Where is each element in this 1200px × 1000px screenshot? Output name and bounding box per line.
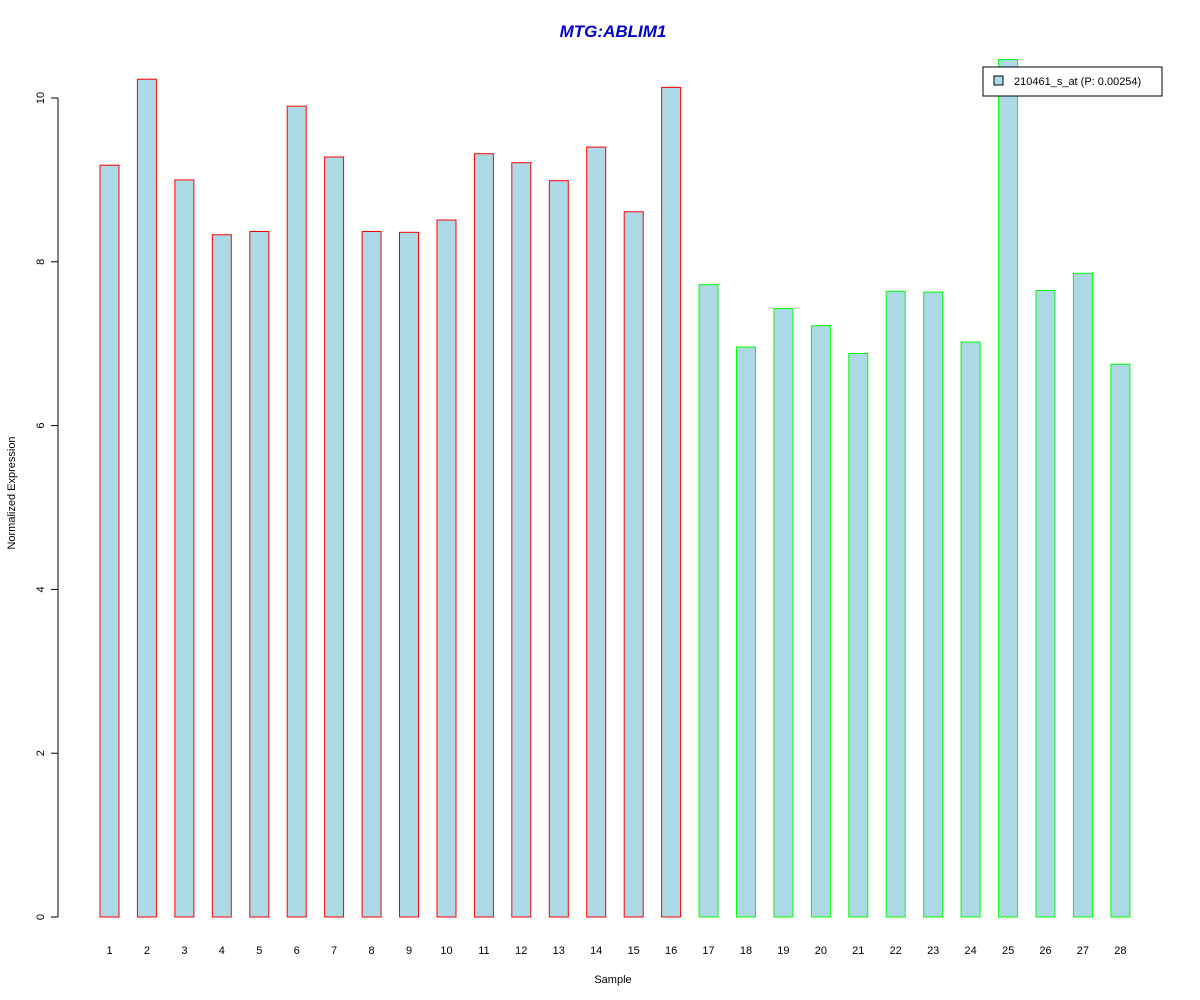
y-tick-label: 8: [35, 259, 47, 265]
bar-sample-12: [511, 162, 532, 918]
bar-sample-9: [399, 231, 419, 918]
x-tick-label: 6: [294, 945, 300, 957]
x-tick-label: 15: [628, 945, 640, 957]
bar-sample-16: [661, 86, 682, 918]
legend-swatch: [993, 75, 1004, 86]
bar-sample-28: [1110, 363, 1131, 918]
y-tick-label: 2: [35, 750, 47, 756]
x-tick-labels: 1 2 3 4 5 6 7 8 9 10 11 12 13 14 15 16 17 18 19 20 21 22 23 24 2…: [106, 945, 1126, 957]
x-tick-label: 23: [927, 945, 939, 957]
x-tick-label: 9: [406, 945, 412, 957]
legend-label: 210461_s_at (P: 0.00254): [1014, 76, 1141, 88]
y-axis: 0 2 4 6 8 10: [35, 92, 59, 920]
bar-sample-5: [249, 231, 270, 918]
x-tick-label: 7: [331, 945, 337, 957]
x-tick-label: 27: [1077, 945, 1089, 957]
x-tick-label: 28: [1114, 945, 1126, 957]
y-tick-label: 10: [35, 92, 47, 104]
bar-sample-11: [473, 153, 494, 918]
x-tick-label: 25: [1002, 945, 1014, 957]
y-axis-label: Normalized Expression: [6, 436, 18, 549]
x-tick-label: 13: [553, 945, 565, 957]
x-tick-label: 5: [256, 945, 262, 957]
bar-sample-20: [810, 325, 831, 918]
x-tick-label: 1: [106, 945, 112, 957]
bars: [99, 59, 1131, 918]
x-tick-label: 2: [144, 945, 150, 957]
bar-sample-3: [174, 179, 195, 918]
bar-sample-26: [1035, 290, 1056, 918]
x-tick-label: 20: [815, 945, 827, 957]
y-tick-label: 0: [35, 914, 47, 920]
y-tick-label: 4: [35, 586, 47, 592]
x-tick-label: 3: [181, 945, 187, 957]
chart-title: MTG:ABLIM1: [560, 22, 667, 41]
x-axis-label: Sample: [594, 974, 631, 986]
x-tick-label: 24: [964, 945, 976, 957]
x-tick-label: 12: [515, 945, 527, 957]
bar-sample-10: [436, 219, 457, 918]
bar-sample-15: [623, 211, 644, 918]
x-tick-label: 4: [219, 945, 225, 957]
legend: 210461_s_at (P: 0.00254): [982, 66, 1163, 97]
x-tick-label: 21: [852, 945, 864, 957]
bar-sample-18: [736, 346, 756, 918]
x-tick-label: 17: [702, 945, 714, 957]
x-tick-label: 8: [369, 945, 375, 957]
x-tick-label: 16: [665, 945, 677, 957]
bar-sample-27: [1072, 272, 1093, 918]
bar-sample-22: [885, 290, 906, 918]
bar-sample-7: [324, 156, 345, 918]
x-tick-label: 26: [1039, 945, 1051, 957]
bar-sample-25: [998, 59, 1019, 918]
x-tick-label: 22: [890, 945, 902, 957]
x-tick-label: 10: [440, 945, 452, 957]
bar-sample-8: [361, 231, 382, 918]
x-tick-label: 11: [478, 945, 489, 957]
bar-sample-4: [211, 234, 232, 918]
bar-sample-2: [136, 78, 157, 918]
bar-sample-17: [698, 284, 719, 918]
legend-box: [982, 66, 1163, 97]
bar-sample-14: [586, 146, 607, 918]
bar-sample-6: [286, 105, 307, 918]
bar-sample-13: [548, 180, 569, 918]
bar-sample-21: [848, 353, 869, 918]
bar-sample-19: [773, 308, 794, 918]
x-tick-label: 18: [740, 945, 752, 957]
bar-sample-24: [960, 341, 981, 918]
bar-sample-1: [99, 164, 120, 918]
y-tick-label: 6: [35, 423, 47, 429]
x-tick-label: 19: [777, 945, 789, 957]
x-tick-label: 14: [590, 945, 602, 957]
bar-sample-23: [923, 291, 944, 918]
